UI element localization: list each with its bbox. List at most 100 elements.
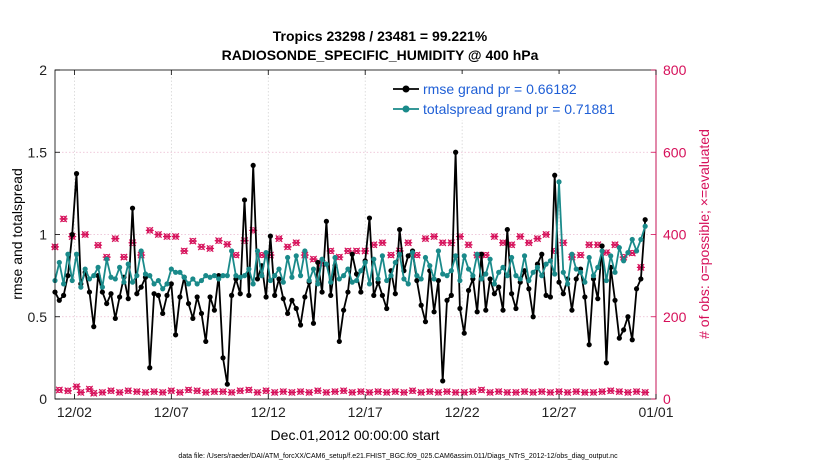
obs-count-marker <box>219 387 228 396</box>
totalspread-point <box>91 273 97 279</box>
totalspread-point <box>595 264 601 270</box>
totalspread-point <box>112 276 118 282</box>
rmse-point <box>341 307 347 313</box>
rmse-point <box>431 309 437 315</box>
totalspread-point <box>272 273 278 279</box>
totalspread-point <box>552 271 558 277</box>
totalspread-point <box>134 273 140 279</box>
totalspread-point <box>487 256 493 262</box>
y-axis-right-label: # of obs: o=possible; ×=evaluated <box>696 129 712 339</box>
obs-count-marker <box>430 232 439 241</box>
totalspread-point <box>625 249 631 256</box>
totalspread-point <box>280 279 286 285</box>
chart-title-line2: RADIOSONDE_SPECIFIC_HUMIDITY @ 400 hPa <box>222 47 539 63</box>
rmse-point <box>366 215 373 221</box>
totalspread-point <box>328 279 334 285</box>
rmse-point <box>444 297 450 303</box>
obs-count-marker <box>59 215 68 223</box>
obs-count-marker <box>425 387 434 396</box>
rmse-point <box>418 302 424 308</box>
obs-count-marker <box>175 388 184 397</box>
obs-count-marker <box>94 241 103 249</box>
obs-count-marker <box>391 387 400 396</box>
obs-count-marker <box>180 247 189 255</box>
obs-count-marker <box>197 243 206 251</box>
totalspread-point <box>509 254 515 261</box>
totalspread-point <box>409 249 416 256</box>
totalspread-point <box>220 273 226 279</box>
obs-count-marker <box>124 387 133 395</box>
totalspread-point <box>573 266 579 272</box>
totalspread-point <box>267 277 273 284</box>
rmse-point <box>297 322 304 328</box>
obs-count-marker <box>287 388 296 397</box>
rmse-point <box>246 292 252 298</box>
totalspread-point <box>129 279 136 285</box>
data-file-footnote: data file: /Users/raeder/DAI/ATM_forcXX/… <box>178 453 618 460</box>
totalspread-point <box>465 266 472 272</box>
totalspread-point <box>181 274 187 280</box>
totalspread-point <box>349 279 355 285</box>
obs-count-marker <box>227 388 236 397</box>
totalspread-point <box>392 259 398 266</box>
y-left-tick-label: 2 <box>39 62 47 78</box>
totalspread-point <box>177 269 183 275</box>
totalspread-point <box>69 277 75 284</box>
rmse-point <box>73 171 80 177</box>
rmse-point <box>496 284 502 290</box>
rmse-point <box>349 251 355 257</box>
obs-count-marker <box>145 226 154 235</box>
totalspread-point <box>211 273 217 279</box>
rmse-point <box>177 294 183 300</box>
totalspread-point <box>422 254 429 261</box>
rmse-point <box>285 310 291 317</box>
totalspread-point <box>56 259 62 266</box>
obs-count-marker <box>253 388 262 397</box>
rmse-point <box>599 243 605 249</box>
totalspread-point <box>612 269 618 275</box>
rmse-point <box>220 355 226 361</box>
totalspread-point <box>82 266 88 272</box>
obs-count-marker <box>499 239 508 247</box>
totalspread-point <box>250 281 256 287</box>
rmse-point <box>621 327 627 333</box>
rmse-point <box>164 292 170 298</box>
rmse-point <box>500 307 506 313</box>
rmse-point <box>638 276 644 282</box>
totalspread-point <box>65 251 71 257</box>
obs-count-marker <box>421 234 430 243</box>
obs-count-marker <box>76 388 85 397</box>
obs-count-marker <box>331 387 340 396</box>
totalspread-point <box>414 273 420 279</box>
y-axis-left-label: rmse and totalspread <box>9 168 25 300</box>
obs-count-marker <box>115 388 124 397</box>
totalspread-point <box>621 258 627 264</box>
obs-count-marker <box>438 239 447 247</box>
obs-count-marker <box>201 388 210 397</box>
rmse-point <box>168 281 174 287</box>
obs-count-marker <box>623 388 632 397</box>
totalspread-point <box>78 284 84 290</box>
obs-count-marker <box>632 387 641 396</box>
rmse-point <box>315 259 321 266</box>
obs-count-marker <box>231 251 240 259</box>
rmse-point <box>612 297 618 303</box>
legend-box <box>388 74 650 120</box>
totalspread-point <box>616 245 622 251</box>
totalspread-point <box>362 259 368 266</box>
obs-count-marker <box>641 388 650 397</box>
totalspread-point <box>461 253 467 259</box>
rmse-point <box>478 251 485 257</box>
obs-count-marker <box>270 388 279 397</box>
rmse-point <box>99 289 105 295</box>
obs-count-marker <box>279 387 288 396</box>
rmse-point <box>358 289 364 295</box>
obs-count-marker <box>322 388 331 397</box>
totalspread-point <box>470 273 476 279</box>
rmse-point <box>319 289 325 295</box>
rmse-point <box>543 292 549 298</box>
totalspread-point <box>341 273 347 279</box>
x-tick-label: 12/02 <box>57 404 92 420</box>
totalspread-point <box>164 281 170 287</box>
obs-count-marker <box>606 387 615 395</box>
